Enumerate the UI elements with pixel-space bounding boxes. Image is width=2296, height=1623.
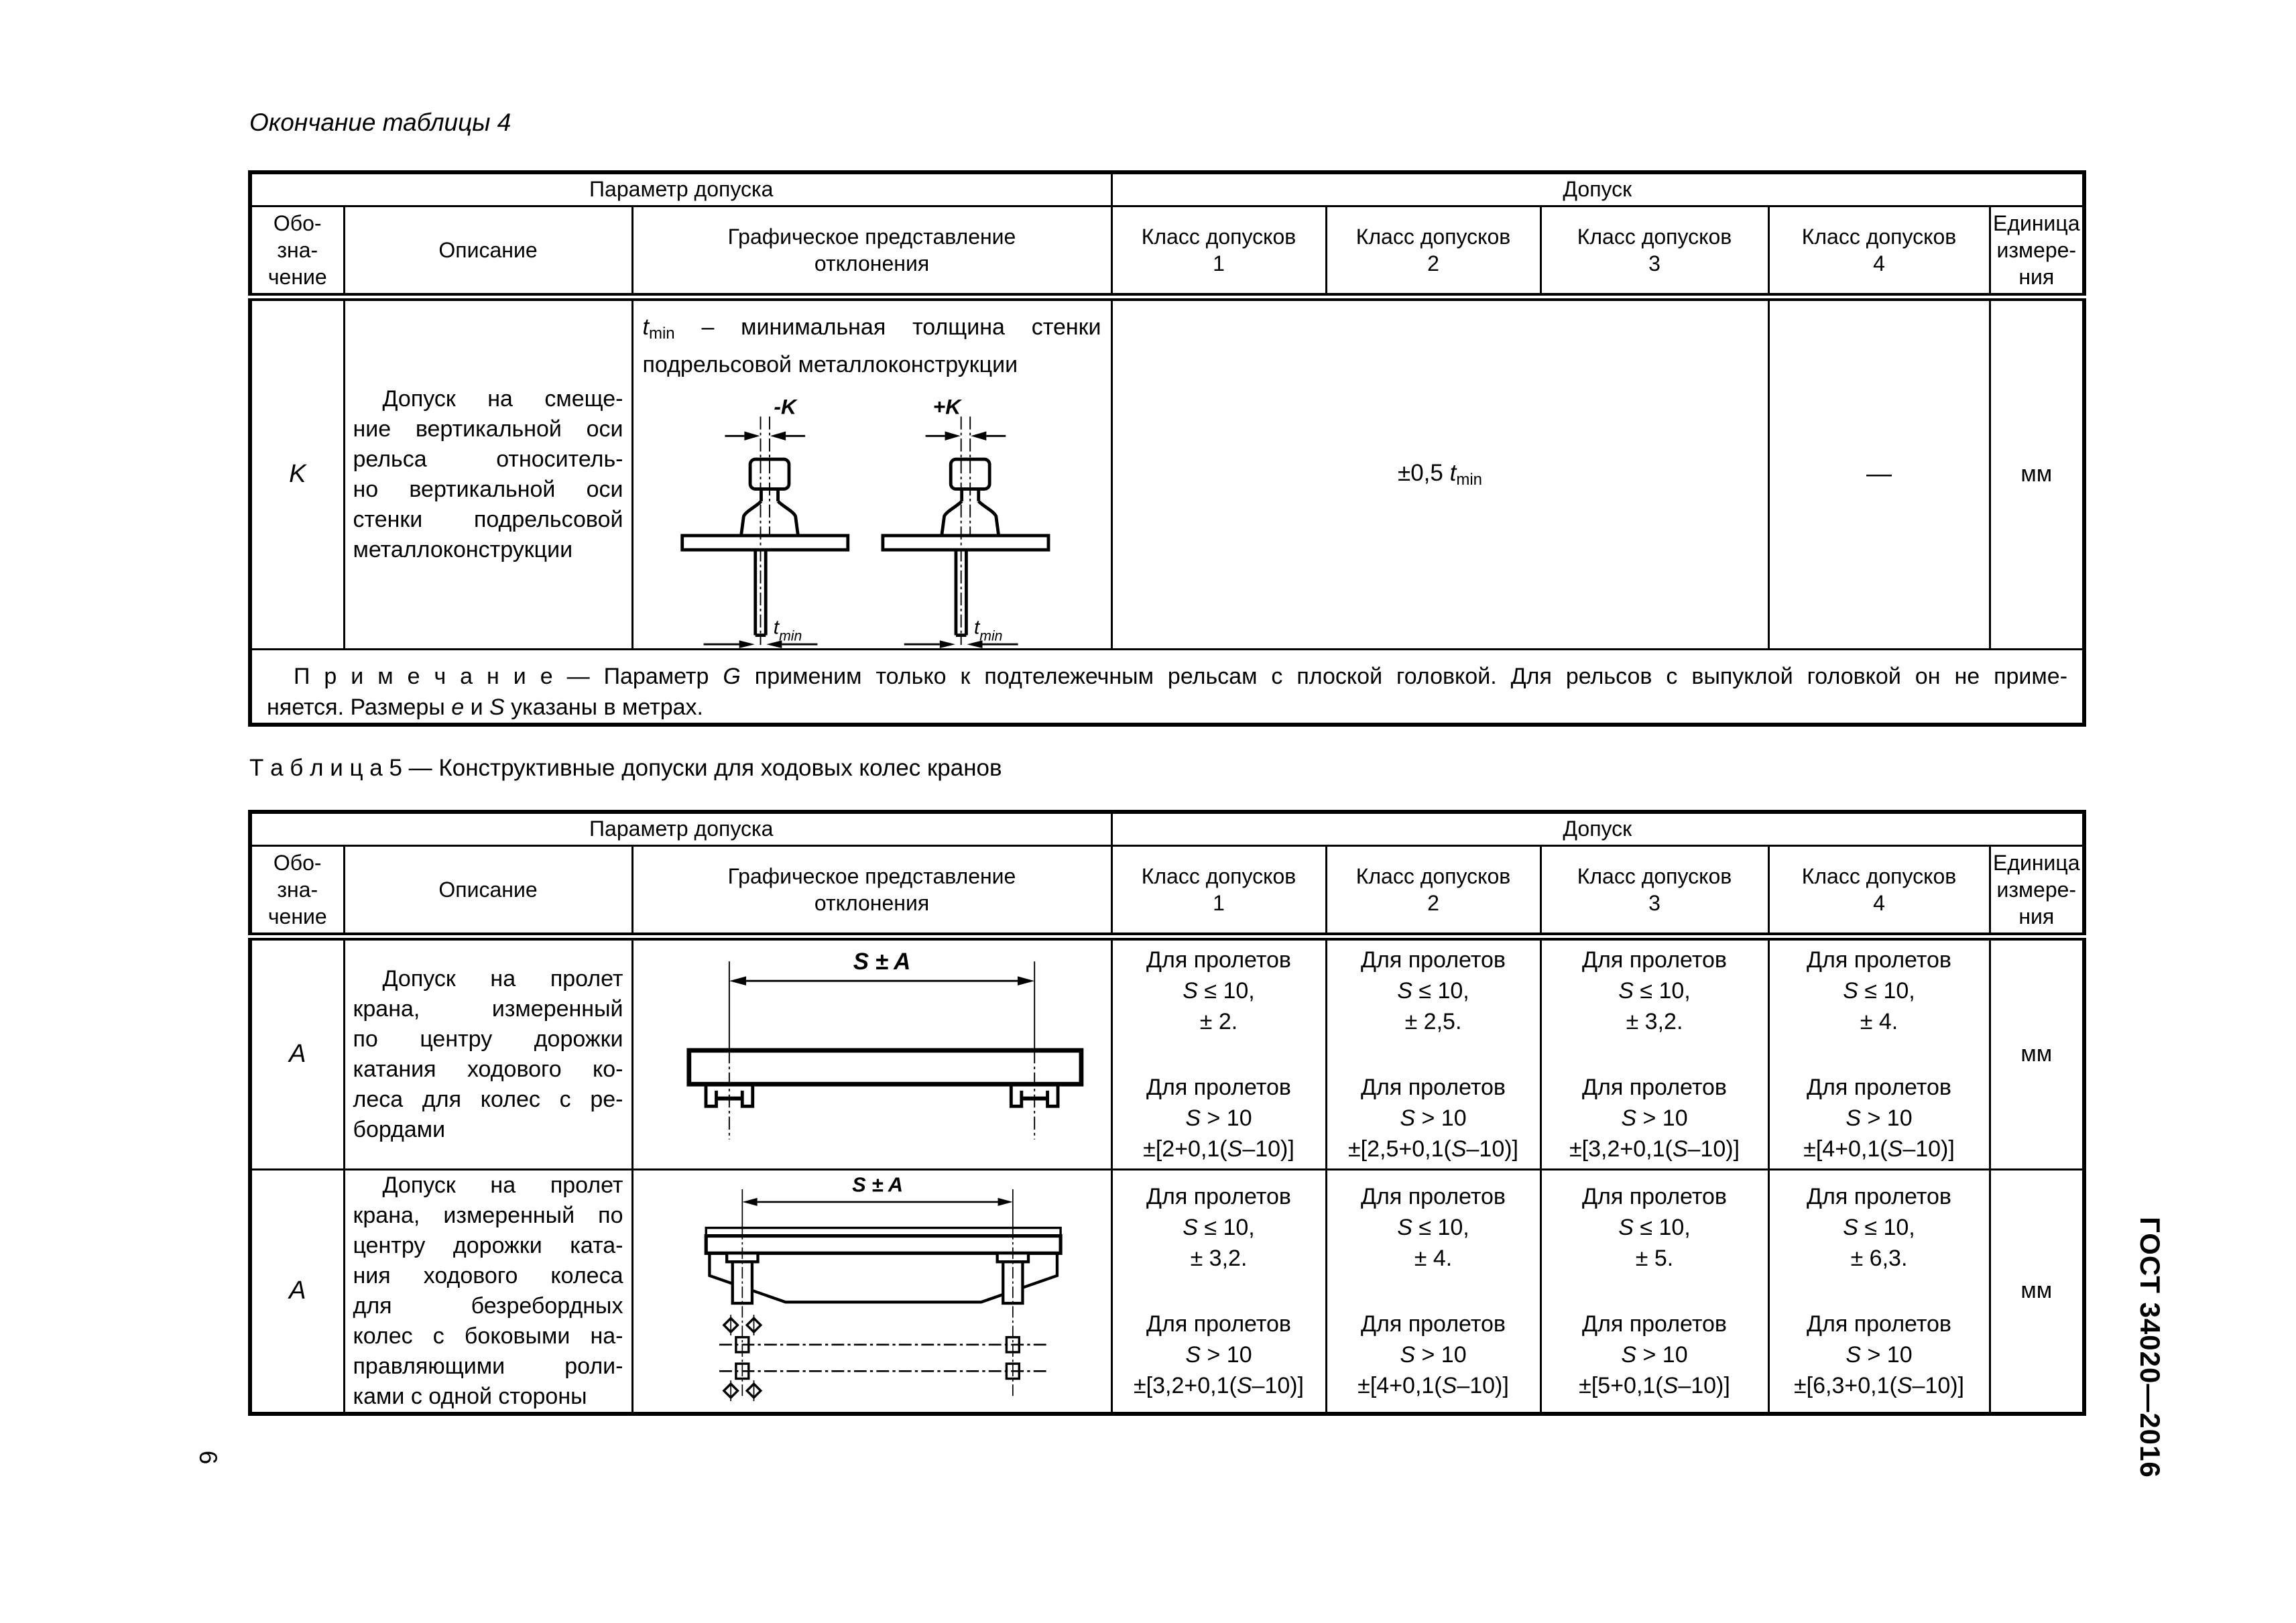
col-header-unit: Единица измере- ния: [1988, 844, 2086, 941]
col-header-description: Описание: [343, 844, 633, 941]
table-5: Параметр допуска Допуск Обо- зна- чение …: [248, 810, 2087, 1416]
table4-note-row: П р и м е ч а н и е — Параметр G примени…: [249, 648, 2086, 725]
col-header-unit: Единица измере- ния: [1988, 204, 2086, 301]
span-dimension-diagram-flangeless: S ± A: [704, 1173, 1063, 1401]
sign-A2: A: [249, 1168, 345, 1415]
tolerance-A2-class2: Для пролетов S ≤ 10, ± 4. Для пролетов S > …: [1325, 1168, 1542, 1415]
param-group-header: Параметр допуска: [249, 810, 1113, 847]
table-4: Параметр допуска Допуск Обо- зна- чение …: [248, 170, 2087, 727]
col-header-class2: Класс допусков 2: [1325, 844, 1542, 941]
tolerance-group-header: Допуск: [1110, 810, 2086, 847]
tolerance-K-class4: —: [1767, 296, 1991, 650]
col-header-sign: Обо- зна- чение: [249, 204, 345, 301]
span-label-A1: S ± A: [853, 948, 910, 974]
tolerance-A2-class4: Для пролетов S ≤ 10, ± 6,3. Для пролетов S …: [1767, 1168, 1991, 1415]
tolerance-A1-class4: Для пролетов S ≤ 10, ± 4. Для пролетов S > …: [1767, 935, 1991, 1170]
param-group-header: Параметр допуска: [249, 171, 1113, 207]
col-header-description: Описание: [343, 204, 633, 301]
table5-group-header-row: Параметр допуска Допуск: [249, 810, 2086, 847]
minus-k-label: -K: [774, 394, 798, 418]
standard-number-side-label: ГОСТ 34020—2016: [2134, 1217, 2166, 1478]
span-dimension-diagram-flanged: S ± A: [686, 948, 1083, 1140]
table4-group-header-row: Параметр допуска Допуск: [249, 171, 2086, 207]
tmin-dim-label-right: tmin: [974, 616, 1003, 644]
tolerance-A1-class1: Для пролетов S ≤ 10, ± 2. Для пролетов S > …: [1110, 935, 1327, 1170]
col-header-class4: Класс допусков 4: [1767, 204, 1991, 301]
sign-K: K: [249, 296, 345, 650]
col-header-class4: Класс допусков 4: [1767, 844, 1991, 941]
graphic-A2: S ± A: [631, 1168, 1113, 1415]
tmin-dim-label-left: tmin: [774, 616, 802, 644]
unit-K: мм: [1988, 296, 2086, 650]
tolerance-A1-class2: Для пролетов S ≤ 10, ± 2,5. Для пролетов S …: [1325, 935, 1542, 1170]
col-header-class2: Класс допусков 2: [1325, 204, 1542, 301]
tolerance-A2-class3: Для пролетов S ≤ 10, ± 5. Для пролетов S > …: [1539, 1168, 1770, 1415]
table4-column-header-row: Обо- зна- чение Описание Графическое пре…: [249, 204, 2086, 301]
rail-offset-diagram: -K tmin +K tmi: [680, 394, 1050, 648]
col-header-class1: Класс допусков 1: [1110, 844, 1327, 941]
row-parameter-K: K Допуск на смеще- ние вертикальной оси …: [249, 296, 2086, 650]
description-A1: Допуск на пролет крана, измеренный по це…: [343, 935, 633, 1170]
row-parameter-A-flangeless: A Допуск на пролет крана, измеренный по …: [249, 1168, 2086, 1415]
row-parameter-A-flanged: A Допуск на пролет крана, измеренный по …: [249, 935, 2086, 1170]
table4-note: П р и м е ч а н и е — Параметр G примени…: [249, 648, 2086, 725]
span-label-A2: S ± A: [852, 1173, 903, 1196]
tolerance-K-class123: ±0,5 tmin: [1110, 296, 1770, 650]
graphic-K: tmin – минимальная толщина стенки подрел…: [631, 296, 1113, 650]
tolerance-group-header: Допуск: [1110, 171, 2086, 207]
description-K: Допуск на смеще- ние вертикальной оси ре…: [343, 296, 633, 650]
tmin-legend: tmin – минимальная толщина стенки подрел…: [642, 314, 1101, 377]
graphic-A1: S ± A: [631, 935, 1113, 1170]
plus-k-label: +K: [933, 394, 963, 418]
unit-A1: мм: [1988, 935, 2086, 1170]
page-number: 6: [194, 1450, 222, 1465]
sign-A1: A: [249, 935, 345, 1170]
tolerance-A1-class3: Для пролетов S ≤ 10, ± 3,2. Для пролетов S …: [1539, 935, 1770, 1170]
unit-A2: мм: [1988, 1168, 2086, 1415]
col-header-sign: Обо- зна- чение: [249, 844, 345, 941]
col-header-class1: Класс допусков 1: [1110, 204, 1327, 301]
col-header-graphic: Графическое представление отклонения: [631, 844, 1113, 941]
col-header-class3: Класс допусков 3: [1539, 204, 1770, 301]
tolerance-A2-class1: Для пролетов S ≤ 10, ± 3,2. Для пролетов S …: [1110, 1168, 1327, 1415]
table4-continuation-caption: Окончание таблицы 4: [249, 109, 511, 136]
description-A2: Допуск на пролет крана, измеренный по це…: [343, 1168, 633, 1415]
table5-column-header-row: Обо- зна- чение Описание Графическое пре…: [249, 844, 2086, 941]
col-header-class3: Класс допусков 3: [1539, 844, 1770, 941]
table5-caption: Т а б л и ц а 5 — Конструктивные допуски…: [249, 755, 1002, 781]
col-header-graphic: Графическое представление отклонения: [631, 204, 1113, 301]
